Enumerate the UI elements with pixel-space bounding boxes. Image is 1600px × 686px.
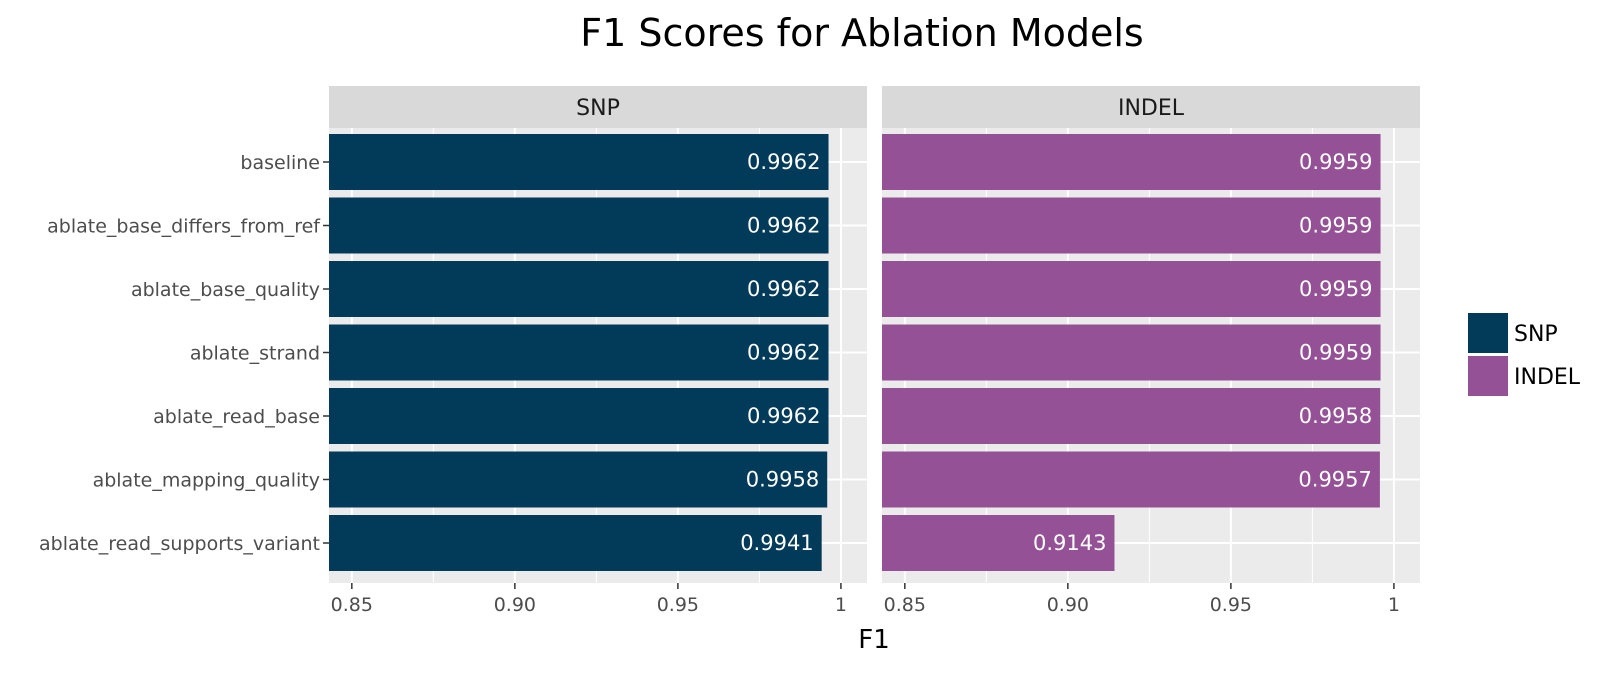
bar-value-label: 0.9962	[747, 404, 820, 428]
bar-value-label: 0.9962	[747, 341, 820, 365]
bar-value-label: 0.9941	[740, 531, 813, 555]
x-tick-label: 0.90	[494, 594, 536, 616]
panel-indel: INDEL 0.9959 0.9959 0.9959 0.9959 0.9958 0.995…	[882, 86, 1420, 616]
bar-indel-ablate_read_base	[882, 388, 1381, 444]
facet-panels: SNP 0.9962 0.9962 0.9962 0.9962 0.9962 0.9958 0…	[329, 86, 1420, 616]
y-tick-label: ablate_base_quality	[131, 279, 320, 301]
bar-indel-ablate_strand	[882, 324, 1381, 381]
x-tick-label: 1	[1388, 594, 1400, 616]
bar-value-label: 0.9962	[747, 214, 820, 238]
bar-snp-ablate_mapping_quality	[329, 451, 828, 508]
strip-header	[329, 86, 867, 128]
legend: SNP INDEL	[1468, 313, 1581, 396]
bar-indel-ablate_mapping_quality	[882, 451, 1380, 508]
x-tick-label: 0.85	[331, 594, 373, 616]
legend-label: INDEL	[1514, 365, 1581, 390]
legend-label: SNP	[1514, 322, 1558, 347]
bar-value-label: 0.9959	[1299, 341, 1372, 365]
strip-label: SNP	[576, 96, 620, 121]
x-tick-label: 0.85	[884, 594, 926, 616]
strip-label: INDEL	[1118, 96, 1185, 121]
strip-header	[882, 86, 1420, 128]
bar-snp-baseline	[329, 134, 829, 190]
bar-snp-ablate_read_supports_variant	[329, 515, 822, 571]
x-axis-label: F1	[858, 625, 890, 655]
bar-snp-ablate_read_base	[329, 388, 829, 444]
y-tick-label: ablate_strand	[190, 343, 320, 365]
bar-value-label: 0.9958	[746, 468, 819, 492]
bar-snp-ablate_base_quality	[329, 261, 829, 317]
x-tick-label: 0.95	[657, 594, 699, 616]
y-tick-label: ablate_read_supports_variant	[39, 533, 320, 555]
bar-value-label: 0.9959	[1299, 277, 1372, 301]
bar-indel-ablate_base_differs_from_ref	[882, 197, 1381, 254]
panel-snp: SNP 0.9962 0.9962 0.9962 0.9962 0.9962 0.9958 0…	[329, 86, 867, 616]
x-tick-label: 0.95	[1210, 594, 1252, 616]
bar-indel-ablate_base_quality	[882, 261, 1381, 317]
bar-snp-ablate_strand	[329, 324, 829, 381]
bar-value-label: 0.9959	[1299, 150, 1372, 174]
bar-value-label: 0.9957	[1298, 468, 1371, 492]
x-tick-label: 1	[835, 594, 847, 616]
bar-indel-ablate_read_supports_variant	[882, 515, 1115, 571]
y-tick-label: ablate_mapping_quality	[93, 470, 320, 492]
bar-value-label: 0.9962	[747, 150, 820, 174]
bar-value-label: 0.9143	[1033, 531, 1106, 555]
x-tick-label: 0.90	[1047, 594, 1089, 616]
bar-value-label: 0.9962	[747, 277, 820, 301]
bar-value-label: 0.9958	[1299, 404, 1372, 428]
chart-title: F1 Scores for Ablation Models	[580, 11, 1143, 55]
y-tick-label: ablate_read_base	[153, 406, 320, 428]
legend-swatch-indel	[1468, 356, 1508, 396]
bar-value-label: 0.9959	[1299, 214, 1372, 238]
y-tick-label: baseline	[240, 152, 320, 174]
bar-indel-baseline	[882, 134, 1381, 190]
bar-snp-ablate_base_differs_from_ref	[329, 197, 829, 254]
legend-swatch-snp	[1468, 313, 1508, 353]
y-axis: baseline ablate_base_differs_from_refabla…	[39, 152, 329, 555]
y-tick-label: ablate_base_differs_from_ref	[47, 216, 321, 238]
